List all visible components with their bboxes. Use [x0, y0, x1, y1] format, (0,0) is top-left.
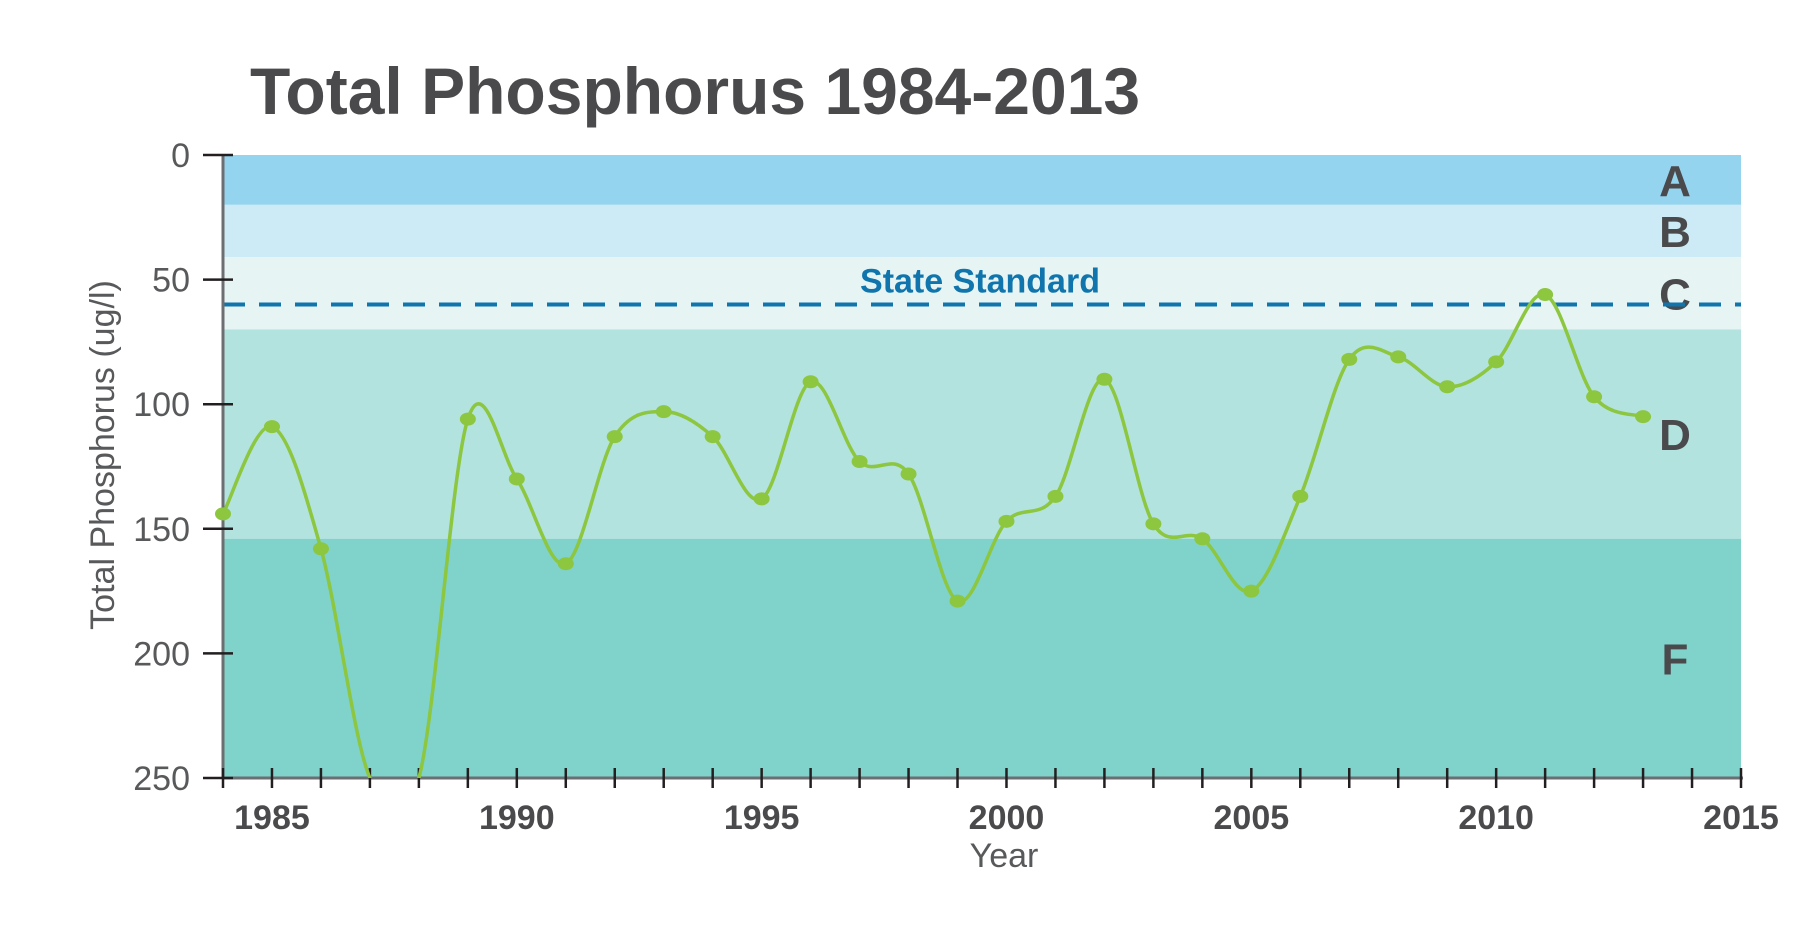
- grade-band-c: [223, 257, 1741, 330]
- grade-label-a: A: [1659, 157, 1691, 206]
- grade-band-b: [223, 204, 1741, 258]
- grade-band-labels: ABC D F: [1659, 157, 1691, 684]
- data-point: [263, 420, 280, 434]
- state-standard: State Standard: [223, 263, 1741, 307]
- data-point: [312, 542, 329, 556]
- y-tick-label: 250: [133, 760, 190, 798]
- y-tick-label: 100: [133, 386, 190, 424]
- ticks: 0 50 100 150 200 250 1985 1990 1995 2000 2005 2010 2…: [133, 137, 1779, 837]
- data-point: [802, 375, 819, 389]
- data-point: [851, 455, 868, 469]
- data-point: [1537, 288, 1554, 302]
- x-tick-label: 1995: [724, 799, 800, 837]
- x-tick-label: 2000: [969, 799, 1045, 837]
- y-tick-label: 200: [133, 635, 190, 673]
- chart-title: Total Phosphorus 1984-2013: [250, 54, 1140, 128]
- grade-band-a: [223, 155, 1741, 205]
- data-point: [1145, 517, 1162, 531]
- y-axis-title: Total Phosphorus (ug/l): [84, 280, 122, 630]
- x-tick-label: 1985: [234, 799, 310, 837]
- data-point: [1341, 352, 1358, 366]
- grade-band-f: [223, 538, 1741, 778]
- state-standard-label: State Standard: [860, 263, 1100, 301]
- x-axis-title: Year: [970, 837, 1039, 875]
- data-point: [606, 430, 623, 444]
- data-point: [655, 405, 672, 419]
- data-point: [753, 492, 770, 506]
- grade-label-b: B: [1659, 208, 1691, 257]
- data-point: [459, 412, 476, 426]
- data-point: [1488, 355, 1505, 369]
- data-point: [1243, 584, 1260, 598]
- y-tick-label: 0: [171, 137, 190, 175]
- grade-label-c: C: [1659, 270, 1691, 319]
- data-point: [900, 467, 917, 481]
- x-tick-label: 2015: [1703, 799, 1779, 837]
- x-tick-label: 1990: [479, 799, 555, 837]
- data-point: [1194, 532, 1211, 546]
- y-tick-label: 50: [152, 262, 190, 300]
- grade-label-f: F: [1662, 635, 1689, 684]
- x-tick-label: 2005: [1214, 799, 1290, 837]
- data-point: [1635, 410, 1652, 424]
- data-point: [1292, 489, 1309, 503]
- data-point: [215, 507, 231, 521]
- data-point: [1047, 489, 1064, 503]
- x-tick-label: 2010: [1458, 799, 1534, 837]
- data-point: [1096, 372, 1113, 386]
- data-point: [1439, 380, 1456, 394]
- grade-label-d: D: [1659, 411, 1691, 460]
- data-point: [704, 430, 721, 444]
- data-point: [557, 557, 574, 571]
- grade-bands: [223, 155, 1741, 778]
- data-point: [998, 514, 1015, 528]
- series-line: [221, 292, 1644, 778]
- data-point: [949, 594, 966, 608]
- axes: [221, 155, 1743, 780]
- series-layer: [215, 288, 1652, 778]
- data-point: [508, 472, 525, 486]
- data-point: [1586, 390, 1603, 404]
- y-tick-label: 150: [133, 511, 190, 549]
- grade-band-d: [223, 329, 1741, 539]
- data-point: [1390, 350, 1407, 364]
